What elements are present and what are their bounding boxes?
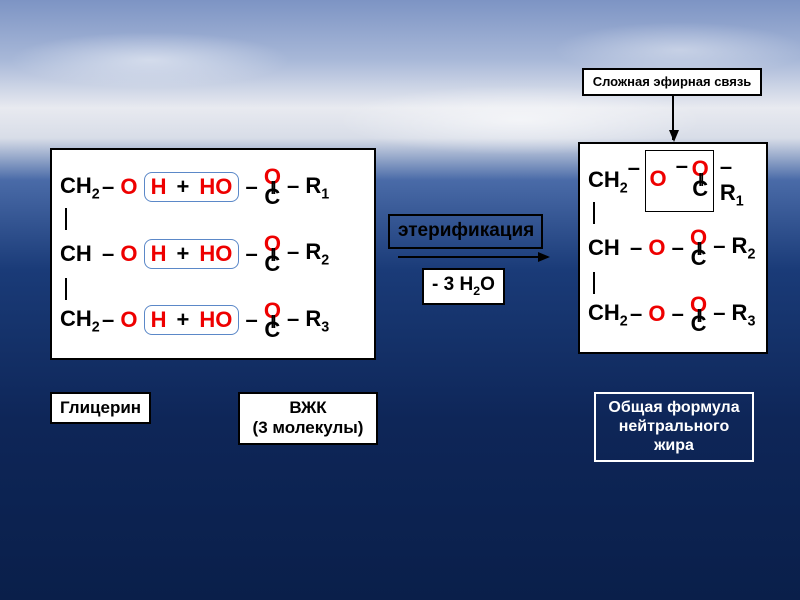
glycerol-label: Глицерин (50, 392, 151, 424)
glycerol-text: Глицерин (60, 398, 141, 417)
reaction-text: этерификация (398, 220, 534, 241)
carbonyl-icon: O||C (690, 299, 707, 331)
product-row: CH – O – O||C – R2 (588, 215, 758, 282)
reaction-label: этерификация (388, 214, 543, 249)
carbonyl-icon: O||C (692, 163, 709, 195)
product-panel: CH2 – O – O||C – R1 CH – O – O||C – R2 C… (578, 142, 768, 354)
backbone-bond (593, 272, 595, 294)
ester-bond-text: Сложная эфирная связь (593, 74, 752, 89)
product-row: CH2 – O – O||C – R1 (588, 148, 758, 215)
ester-bond-label: Сложная эфирная связь (582, 68, 762, 96)
reaction-arrow (398, 256, 548, 258)
ester-callout-arrow (672, 95, 674, 140)
leaving-group-box: H+HO (144, 239, 240, 269)
product-label: Общая формула нейтрального жира (594, 392, 754, 462)
leaving-group-box: H+HO (144, 172, 240, 202)
carbonyl-icon: O||C (264, 171, 281, 203)
carbonyl-icon: O||C (264, 238, 281, 270)
product-row: CH2 – O – O||C – R3 (588, 281, 758, 348)
carbonyl-icon: O||C (264, 305, 281, 337)
fatty-acids-label: ВЖК (3 молекулы) (238, 392, 378, 445)
reactants-panel: CH2 – O H+HO – O||C – R1 CH – O H+HO – O… (50, 148, 376, 360)
reactant-row: CH – O H+HO – O||C – R2 (60, 221, 366, 288)
backbone-bond (65, 208, 67, 230)
backbone-bond (65, 278, 67, 300)
reactant-row: CH2 – O H+HO – O||C – R3 (60, 287, 366, 354)
carbonyl-icon: O||C (690, 232, 707, 264)
backbone-bond (593, 202, 595, 224)
byproduct-label: - 3 H2O (422, 268, 505, 305)
leaving-group-box: H+HO (144, 305, 240, 335)
reactant-row: CH2 – O H+HO – O||C – R1 (60, 154, 366, 221)
ester-group-box: O – O||C (645, 150, 714, 212)
